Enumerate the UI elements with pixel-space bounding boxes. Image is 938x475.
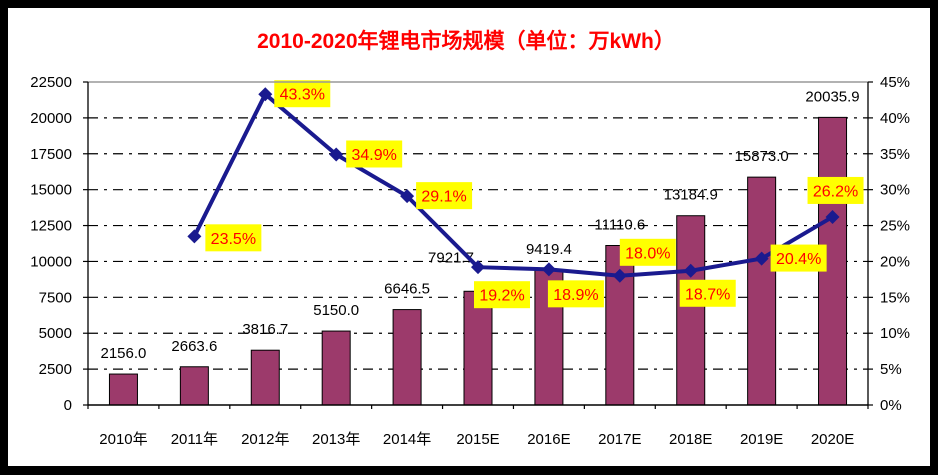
- bar-value-label: 13184.9: [664, 187, 718, 204]
- bar: [676, 215, 706, 406]
- left-axis-tick-label: 12500: [30, 218, 72, 235]
- percent-label-text: 34.9%: [351, 147, 396, 164]
- x-axis-category-label: 2014年: [383, 431, 431, 448]
- percent-label-box: [416, 182, 473, 210]
- x-axis-category-label: 2020E: [811, 431, 854, 448]
- left-axis-tick-label: 10000: [30, 253, 72, 270]
- x-axis-category-label: 2018E: [669, 431, 712, 448]
- bar: [250, 349, 280, 406]
- right-axis-tick-label: 25%: [880, 218, 910, 235]
- bar-value-label: 15873.0: [735, 148, 789, 165]
- bar-value-label: 11110.6: [594, 217, 645, 234]
- right-axis-tick-label: 0%: [880, 397, 902, 414]
- left-axis-tick-label: 7500: [39, 289, 72, 306]
- percent-label-box: [205, 224, 262, 252]
- bar-value-label: 20035.9: [805, 88, 859, 105]
- bar: [108, 373, 138, 406]
- line-series-layer: [187, 87, 840, 283]
- x-axis-category-label: 2015E: [456, 431, 499, 448]
- percent-label-box: [474, 281, 530, 309]
- right-axis-tick-label: 20%: [880, 253, 910, 270]
- bar: [392, 309, 422, 406]
- right-axis-tick-label: 5%: [880, 361, 902, 378]
- bar-series-layer: [108, 116, 848, 406]
- bar: [321, 330, 351, 406]
- chart-title: 2010-2020年锂电市场规模（单位：万kWh）: [257, 29, 675, 53]
- x-axis-category-label: 2012年: [241, 431, 289, 448]
- percent-label-text: 19.2%: [479, 288, 524, 305]
- left-axis-tick-label: 0: [64, 397, 72, 414]
- left-axis-tick-label: 17500: [30, 146, 72, 163]
- percent-label-box: [547, 280, 604, 308]
- right-axis-tick-label: 15%: [880, 289, 910, 306]
- line-marker-diamond: [754, 251, 769, 266]
- line-marker-diamond: [471, 260, 485, 275]
- line-marker-diamond: [825, 209, 840, 224]
- left-axis-tick-label: 5000: [39, 325, 72, 342]
- left-axis-tick-label: 15000: [30, 182, 72, 199]
- line-marker-diamond: [329, 147, 344, 162]
- percent-label-box: [770, 244, 827, 272]
- bar-value-label: 9419.4: [526, 241, 572, 258]
- axis-layer: 0 2500 5000 7500 10000 12500 15000 17500 20000 22…: [30, 74, 910, 448]
- bar-value-label: 2663.6: [171, 338, 217, 355]
- left-axis-tick-label: 20000: [30, 110, 72, 127]
- bar: [179, 366, 209, 406]
- percent-label-box: [679, 279, 736, 307]
- line-marker-diamond: [612, 268, 627, 283]
- x-axis-category-label: 2017E: [598, 431, 641, 448]
- right-axis-tick-label: 10%: [880, 325, 910, 342]
- percent-label-text: 29.1%: [421, 189, 466, 206]
- growth-rate-line: [192, 92, 834, 278]
- percent-label-box: [807, 176, 864, 204]
- left-axis-tick-label: 22500: [30, 74, 72, 91]
- line-marker-diamond: [683, 263, 698, 278]
- bar-value-label: 5150.0: [313, 302, 359, 319]
- bar: [463, 290, 493, 406]
- percent-label-text: 23.5%: [211, 231, 256, 248]
- line-marker-diamond: [187, 229, 202, 244]
- x-axis-category-label: 2010年: [99, 431, 147, 448]
- bar-value-label: 6646.5: [384, 281, 430, 298]
- right-axis-tick-label: 40%: [880, 110, 910, 127]
- percent-label-text: 18.9%: [553, 287, 598, 304]
- percent-label-layer: 23.5% 43.3% 34.9% 29.1% 19.2% 18.9% 18.0% 18.7%…: [205, 80, 864, 309]
- line-marker-diamond: [258, 87, 273, 102]
- percent-label-text: 43.3%: [280, 87, 325, 104]
- bar: [747, 176, 777, 406]
- percent-label-text: 20.4%: [776, 251, 821, 268]
- right-axis-tick-label: 30%: [880, 182, 910, 199]
- line-marker-diamond: [400, 189, 415, 204]
- x-axis-category-label: 2013年: [312, 431, 360, 448]
- x-axis-category-label: 2019E: [740, 431, 783, 448]
- percent-label-text: 26.2%: [813, 183, 858, 200]
- percent-label-text: 18.0%: [625, 245, 670, 262]
- x-axis-category-label: 2011年: [171, 431, 218, 448]
- right-axis-tick-label: 35%: [880, 146, 910, 163]
- line-marker-diamond: [541, 262, 556, 277]
- bar-value-label-layer: 2156.0 2663.63816.75150.06646.57921.79419…: [101, 88, 860, 362]
- bar-value-label: 2156.0: [101, 345, 147, 362]
- percent-label-box: [346, 140, 403, 168]
- percent-label-text: 18.7%: [685, 286, 730, 303]
- bar-value-label: 3816.7: [242, 321, 288, 338]
- left-axis-tick-label: 2500: [39, 361, 72, 378]
- percent-label-box: [274, 80, 331, 108]
- x-axis-category-label: 2016E: [527, 431, 570, 448]
- right-axis-tick-label: 45%: [880, 74, 910, 91]
- percent-label-box: [619, 238, 676, 266]
